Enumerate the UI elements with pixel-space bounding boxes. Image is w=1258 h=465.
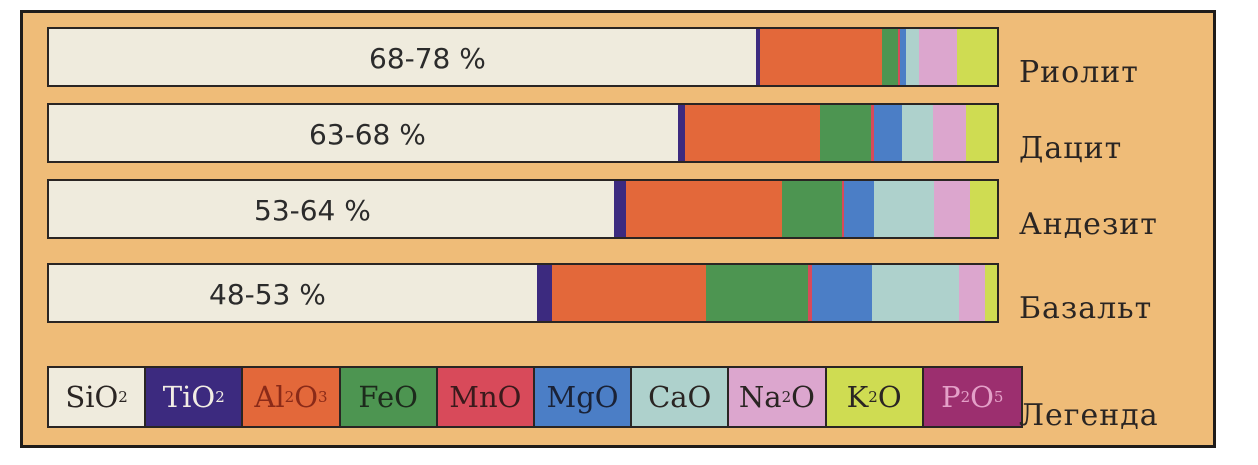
segment-tio2 bbox=[756, 29, 761, 85]
bar-percent-label: 53-64 % bbox=[254, 194, 371, 227]
segment-mgo bbox=[844, 181, 874, 237]
segment-cao bbox=[873, 181, 935, 237]
rock-label: Базальт bbox=[1019, 291, 1153, 326]
bar-percent-label: 48-53 % bbox=[209, 278, 326, 311]
segment-mgo bbox=[874, 105, 902, 161]
segment-al2o3 bbox=[625, 181, 782, 237]
legend-item: CaO bbox=[632, 368, 730, 426]
segment-feo bbox=[781, 181, 842, 237]
legend-title: Легенда bbox=[1019, 398, 1159, 433]
rock-label: Риолит bbox=[1019, 55, 1139, 90]
segment-cao bbox=[901, 105, 933, 161]
segment-k2o bbox=[984, 265, 997, 321]
segment-na2o bbox=[919, 29, 957, 85]
bar-2: 63-68 % bbox=[47, 103, 999, 163]
segment-mgo bbox=[811, 265, 873, 321]
segment-al2o3 bbox=[685, 105, 821, 161]
legend-item: Na 2 O bbox=[729, 368, 827, 426]
segment-sio2 bbox=[49, 265, 537, 321]
segment-k2o bbox=[956, 29, 997, 85]
segment-k2o bbox=[965, 105, 997, 161]
segment-na2o bbox=[959, 265, 985, 321]
legend: SiO 2 TiO 2 Al 2 O 3 FeO MnO MgO CaO Na 2 O K 2 O P 2 O 5 bbox=[47, 366, 1023, 428]
segment-al2o3 bbox=[551, 265, 706, 321]
segment-feo bbox=[820, 105, 872, 161]
segment-k2o bbox=[970, 181, 997, 237]
segment-mno bbox=[897, 29, 900, 85]
bar-4: 48-53 % bbox=[47, 263, 999, 323]
segment-feo bbox=[882, 29, 898, 85]
segment-al2o3 bbox=[760, 29, 883, 85]
rock-label: Дацит bbox=[1019, 131, 1123, 166]
segment-mgo bbox=[899, 29, 906, 85]
segment-tio2 bbox=[536, 265, 552, 321]
legend-item: TiO 2 bbox=[146, 368, 244, 426]
segment-tio2 bbox=[677, 105, 686, 161]
bar-3: 53-64 % bbox=[47, 179, 999, 239]
segment-mno bbox=[807, 265, 812, 321]
segment-mno bbox=[871, 105, 875, 161]
legend-item: MnO bbox=[437, 368, 535, 426]
chart-panel: 68-78 % Риолит 63-68 % Дацит 53-64 % Андезит 4… bbox=[20, 10, 1216, 448]
bar-percent-label: 63-68 % bbox=[309, 118, 426, 151]
bar-1: 68-78 % bbox=[47, 27, 999, 87]
segment-sio2 bbox=[49, 29, 757, 85]
legend-item: FeO bbox=[340, 368, 438, 426]
segment-feo bbox=[705, 265, 808, 321]
segment-mno bbox=[841, 181, 845, 237]
legend-item: SiO 2 bbox=[49, 368, 147, 426]
segment-tio2 bbox=[614, 181, 626, 237]
segment-na2o bbox=[934, 181, 971, 237]
segment-sio2 bbox=[49, 181, 615, 237]
rock-label: Андезит bbox=[1019, 207, 1158, 242]
legend-item: MgO bbox=[534, 368, 633, 426]
segment-cao bbox=[905, 29, 919, 85]
segment-na2o bbox=[932, 105, 966, 161]
segment-sio2 bbox=[49, 105, 678, 161]
bar-percent-label: 68-78 % bbox=[369, 42, 486, 75]
segment-cao bbox=[872, 265, 960, 321]
legend-item: Al 2 O 3 bbox=[243, 368, 341, 426]
